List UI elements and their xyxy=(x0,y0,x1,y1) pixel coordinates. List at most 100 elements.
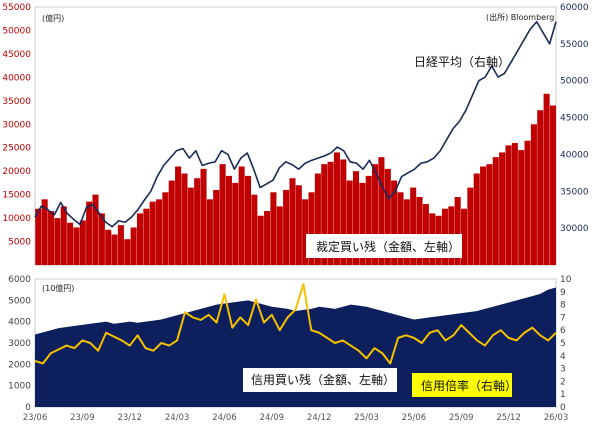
arb-label-box xyxy=(306,234,462,258)
bottom-right-tick: 9 xyxy=(560,288,566,298)
x-axis: 23/06 23/09 23/12 24/03 24/06 24/09 24/12 25/03… xyxy=(23,413,569,423)
arb-bar xyxy=(206,199,213,265)
arb-bar xyxy=(79,220,86,265)
arb-bar xyxy=(48,211,55,265)
top-left-tick: 20000 xyxy=(2,167,31,177)
ratio-line-series xyxy=(34,283,557,365)
arb-bar xyxy=(454,196,461,265)
ratio-label-box xyxy=(412,373,512,397)
arb-label: 裁定買い残（金額、左軸） xyxy=(316,239,460,254)
arb-bar xyxy=(346,180,353,265)
arb-bar xyxy=(143,208,150,265)
arb-bar xyxy=(543,93,550,265)
arb-bar xyxy=(537,110,544,265)
top-left-tick: 55000 xyxy=(2,3,31,13)
top-right-tick: 50000 xyxy=(560,77,589,87)
ratio-line xyxy=(34,283,557,365)
x-tick: 25/12 xyxy=(496,413,521,423)
arb-bar xyxy=(302,199,309,265)
x-tick: 25/09 xyxy=(449,413,474,423)
arb-bar xyxy=(67,222,74,265)
arb-bar xyxy=(98,213,105,265)
bottom-left-tick: 3000 xyxy=(8,339,31,349)
x-tick: 23/12 xyxy=(117,413,142,423)
arb-bar xyxy=(461,208,468,265)
arb-bar xyxy=(365,175,372,265)
x-tick: 24/09 xyxy=(260,413,285,423)
arb-bar xyxy=(264,211,271,265)
bottom-right-tick: 5 xyxy=(560,339,566,349)
arb-bar xyxy=(225,175,232,265)
top-right-axis: 30000 35000 40000 45000 50000 55000 60000 xyxy=(560,3,589,234)
top-left-tick: 45000 xyxy=(2,50,31,60)
ratio-label: 信用倍率（右軸） xyxy=(421,378,517,393)
arb-bar xyxy=(136,213,144,265)
arb-bar xyxy=(187,187,194,265)
top-right-tick: 35000 xyxy=(560,187,589,197)
arb-bar xyxy=(60,206,67,265)
nikkei-line xyxy=(34,20,557,228)
arb-bar xyxy=(352,171,360,265)
arb-bar xyxy=(499,152,506,265)
top-left-axis: 5000 10000 15000 20000 25000 30000 35000 40000 4… xyxy=(2,3,31,248)
arb-bar xyxy=(35,208,42,265)
arb-bar xyxy=(486,164,493,265)
bottom-left-tick: 2000 xyxy=(8,360,31,370)
arb-bar xyxy=(372,164,379,265)
arb-bar xyxy=(505,145,512,265)
arb-bar xyxy=(162,192,169,265)
x-tick: 25/06 xyxy=(402,413,427,423)
bottom-right-tick: 0 xyxy=(560,403,566,413)
arb-bar xyxy=(378,157,385,265)
arb-bar xyxy=(232,182,239,265)
top-left-tick: 30000 xyxy=(2,120,31,130)
arb-bar xyxy=(276,206,283,265)
arb-bar xyxy=(86,201,93,265)
x-tick: 24/03 xyxy=(165,413,190,423)
top-left-tick: 25000 xyxy=(2,144,31,154)
arb-bar xyxy=(314,173,321,265)
bottom-right-axis: 0 1 2 3 4 5 6 7 8 9 10 xyxy=(560,275,572,413)
arb-bar xyxy=(41,199,48,265)
arb-bar xyxy=(213,189,220,265)
arb-bar xyxy=(289,178,296,265)
arb-bar xyxy=(149,201,156,265)
arb-bar xyxy=(194,178,201,265)
x-tick: 23/09 xyxy=(70,413,95,423)
arb-bar xyxy=(480,166,487,265)
margin-label-box xyxy=(243,368,397,392)
arb-bar xyxy=(219,164,226,265)
arb-bar xyxy=(416,196,423,265)
bottom-right-tick: 3 xyxy=(560,365,566,375)
top-left-tick: 10000 xyxy=(2,214,31,224)
x-tick: 26/03 xyxy=(544,413,569,423)
arb-bar xyxy=(283,189,290,265)
bottom-right-tick: 2 xyxy=(560,377,566,387)
nikkei-label: 日経平均（右軸） xyxy=(414,54,510,69)
bottom-left-unit: (10億円) xyxy=(42,283,74,293)
arb-bar xyxy=(359,182,366,265)
top-left-unit: (億円) xyxy=(42,13,64,23)
arb-bar xyxy=(410,187,417,265)
bottom-left-tick: 4000 xyxy=(8,318,31,328)
arb-bar xyxy=(200,168,207,265)
arb-bar xyxy=(105,229,112,265)
arb-bar xyxy=(117,225,124,265)
bottom-left-tick: 1000 xyxy=(8,382,31,392)
arb-bar xyxy=(92,194,99,265)
arb-bar xyxy=(130,227,137,265)
arb-bar xyxy=(340,159,347,265)
arb-bar xyxy=(403,199,410,265)
bottom-right-tick: 1 xyxy=(560,390,566,400)
arb-bar xyxy=(156,199,163,265)
arb-bar xyxy=(473,173,480,265)
bottom-right-tick: 8 xyxy=(560,301,566,311)
top-left-tick: 50000 xyxy=(2,26,31,36)
arb-bar xyxy=(295,185,302,265)
arb-bar xyxy=(333,152,340,265)
top-left-tick: 35000 xyxy=(2,97,31,107)
bottom-left-tick: 5000 xyxy=(8,296,31,306)
x-tick: 24/12 xyxy=(307,413,332,423)
